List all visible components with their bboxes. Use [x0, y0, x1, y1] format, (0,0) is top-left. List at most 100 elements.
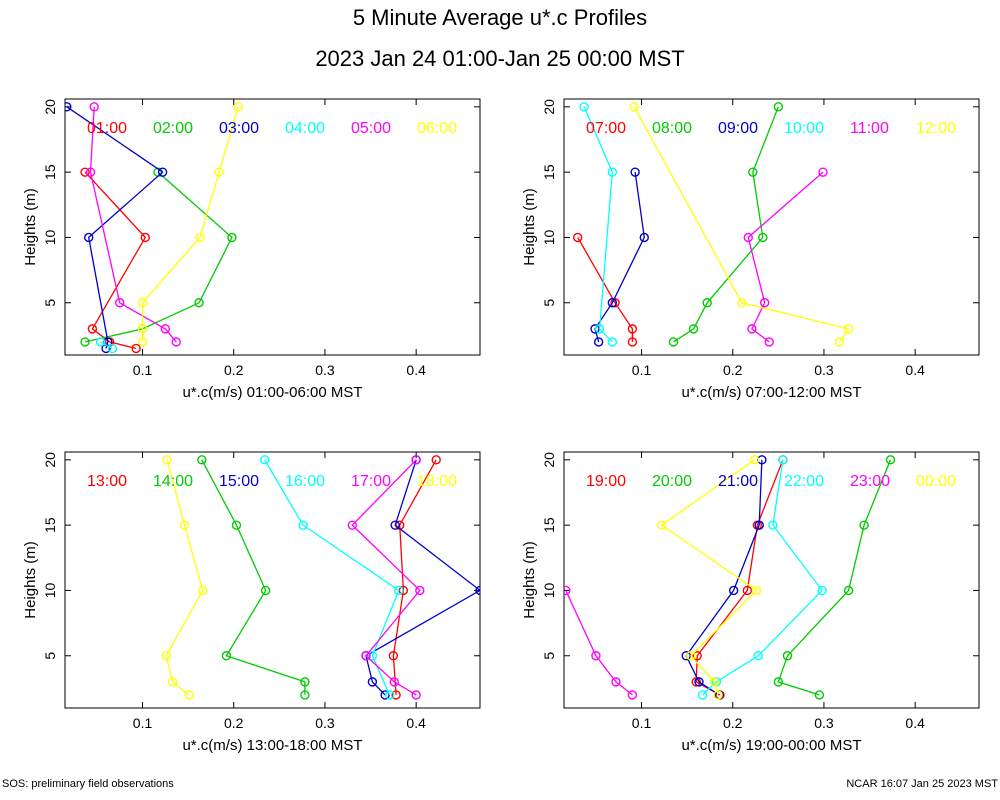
x-axis-label: u*.c(m/s) 13:00-18:00 MST: [182, 737, 362, 754]
legend-entry: 07:00: [586, 120, 626, 137]
legend-entry: 21:00: [718, 473, 758, 490]
data-point: [415, 585, 425, 596]
y-tick-label: 5: [42, 652, 58, 660]
series-line: [777, 459, 892, 696]
x-tick-label: 0.4: [406, 362, 426, 378]
y-tick-label: 5: [541, 652, 557, 660]
x-tick-label: 0.1: [632, 715, 652, 731]
data-point: [742, 585, 753, 596]
series-line: [695, 459, 784, 696]
data-point: [388, 651, 399, 661]
legend-entry: 11:00: [850, 120, 889, 137]
data-point: [394, 585, 404, 596]
data-point: [610, 298, 620, 308]
data-point: [747, 324, 757, 334]
data-point: [231, 520, 242, 530]
series-05:00: [85, 102, 181, 347]
series-line: [594, 172, 645, 343]
data-point: [713, 690, 723, 700]
y-axis-label: Heights (m): [521, 188, 538, 266]
data-point: [591, 651, 601, 661]
series-line: [84, 171, 233, 343]
legend-entry: 15:00: [219, 473, 259, 490]
series-21:00: [681, 455, 767, 700]
data-point: [694, 677, 704, 687]
data-point: [814, 690, 825, 700]
data-point: [817, 585, 827, 596]
data-point: [298, 520, 308, 530]
series-line: [141, 106, 239, 342]
data-point: [751, 585, 762, 596]
series-line: [633, 106, 850, 343]
series-line: [565, 590, 633, 696]
series-08:00: [668, 102, 784, 347]
data-point: [692, 651, 702, 661]
x-tick-label: 0.3: [814, 362, 834, 378]
data-point: [260, 585, 271, 596]
series-11:00: [743, 167, 828, 347]
series-06:00: [137, 102, 243, 347]
data-point: [80, 167, 90, 177]
plot-area: [572, 102, 854, 347]
plot-frame: [64, 98, 481, 356]
series-14:00: [197, 455, 310, 700]
legend-entry: 01:00: [87, 120, 127, 137]
data-point: [300, 677, 310, 687]
series-line: [264, 459, 400, 696]
y-axis-label: Heights (m): [521, 541, 538, 619]
panel-2: 0.1 0.2 0.3 0.4 5 10 15 20 u*.c(m/s) 07:00-12:00…: [521, 98, 980, 401]
data-point: [361, 651, 371, 661]
data-point: [227, 232, 237, 243]
x-tick-label: 0.1: [133, 715, 153, 731]
data-point: [754, 520, 764, 530]
footer-note: SOS: preliminary field observations: [2, 778, 174, 790]
data-point: [697, 690, 708, 700]
data-point: [95, 337, 106, 347]
data-point: [389, 677, 399, 687]
x-tick-label: 0.2: [224, 715, 244, 731]
data-point: [137, 337, 148, 347]
legend-entry: 02:00: [153, 120, 193, 137]
data-point: [140, 232, 150, 243]
legend-entry: 19:00: [586, 473, 626, 490]
x-tick-label: 0.3: [315, 362, 335, 378]
data-point: [391, 690, 401, 700]
data-point: [688, 324, 699, 334]
series-22:00: [697, 455, 827, 700]
data-point: [607, 298, 618, 308]
legend-entry: 17:00: [351, 473, 391, 490]
legend-entry: 05:00: [351, 120, 391, 137]
data-point: [593, 337, 604, 347]
data-point: [737, 298, 747, 308]
plot-area: [161, 455, 480, 700]
data-point: [759, 298, 770, 308]
y-tick-label: 10: [42, 229, 58, 245]
data-point: [753, 651, 763, 661]
series-line: [66, 106, 164, 349]
plot-frame: [64, 451, 481, 709]
plot-area: [564, 455, 896, 700]
data-point: [84, 232, 94, 243]
data-point: [367, 651, 378, 661]
legend-entry: 10:00: [784, 120, 824, 137]
data-point: [834, 337, 845, 347]
plot-frame: [563, 451, 980, 709]
panels: 0.1 0.2 0.3 0.4 5 10 15 20 u*.c(m/s) 01:00-06:00…: [22, 98, 980, 754]
legend-entry: 09:00: [718, 120, 758, 137]
series-16:00: [260, 455, 404, 700]
y-tick-label: 20: [541, 452, 557, 468]
data-point: [89, 102, 99, 112]
x-tick-label: 0.2: [723, 715, 743, 731]
data-point: [627, 337, 638, 347]
legend-entry: 00:00: [916, 473, 956, 490]
data-point: [80, 337, 90, 347]
legend-entry: 23:00: [850, 473, 890, 490]
x-tick-label: 0.2: [723, 362, 743, 378]
data-point: [107, 343, 118, 354]
data-point: [639, 232, 649, 243]
data-point: [758, 232, 768, 243]
panel-3: 0.1 0.2 0.3 0.4 5 10 15 20 u*.c(m/s) 13:00-18:00…: [22, 451, 481, 754]
data-point: [656, 520, 667, 530]
data-point: [629, 102, 639, 112]
data-point: [431, 455, 441, 465]
